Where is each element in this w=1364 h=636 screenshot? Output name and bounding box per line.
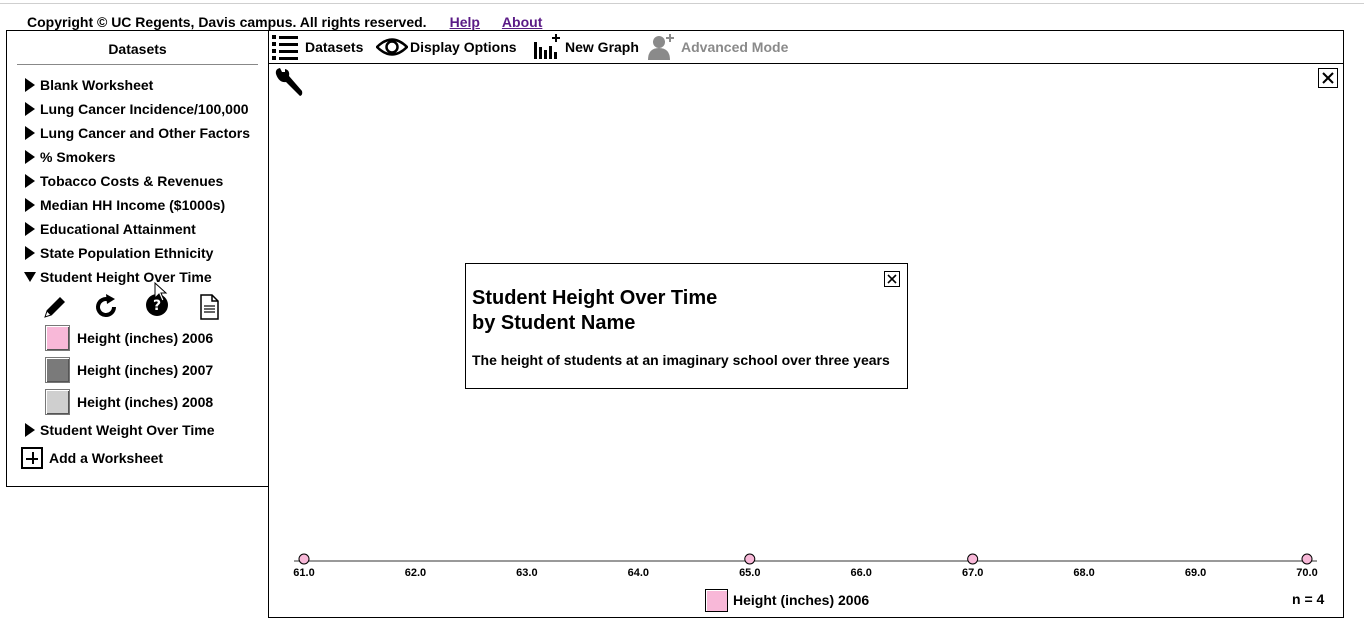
sidebar-title: Datasets xyxy=(108,41,167,57)
dataset-educational-attainment[interactable]: Educational Attainment xyxy=(23,219,196,239)
top-divider xyxy=(0,3,1364,4)
dataset-student-weight[interactable]: Student Weight Over Time xyxy=(23,420,215,440)
dataset-label: Median HH Income ($1000s) xyxy=(40,197,226,213)
dataset-student-height[interactable]: Student Height Over Time xyxy=(23,267,212,287)
dataset-smokers[interactable]: % Smokers xyxy=(23,147,115,167)
color-swatch xyxy=(45,389,70,415)
expand-triangle-icon xyxy=(23,423,40,437)
expand-triangle-icon xyxy=(23,198,40,212)
copyright-text: Copyright © UC Regents, Davis campus. Al… xyxy=(27,14,427,30)
collapse-triangle-icon xyxy=(23,270,40,284)
datasets-button-label: Datasets xyxy=(305,39,364,55)
document-icon[interactable] xyxy=(196,293,226,323)
dataset-label: % Smokers xyxy=(40,149,116,165)
attribute-label: Height (inches) 2007 xyxy=(77,362,214,378)
x-tick-label: 68.0 xyxy=(1073,567,1094,579)
graph-panel: Datasets Display Options New Graph xyxy=(268,30,1344,618)
advanced-mode-label: Advanced Mode xyxy=(681,39,789,55)
close-icon xyxy=(887,274,897,284)
dataset-lung-cancer-incidence[interactable]: Lung Cancer Incidence/100,000 xyxy=(23,99,249,119)
dataset-label: Student Weight Over Time xyxy=(40,422,215,438)
x-tick-label: 61.0 xyxy=(293,567,314,579)
x-tick-label: 63.0 xyxy=(516,567,537,579)
eye-icon xyxy=(376,38,408,56)
expand-triangle-icon xyxy=(23,246,40,260)
list-icon xyxy=(272,35,298,60)
header-bar: Copyright © UC Regents, Davis campus. Al… xyxy=(27,13,542,31)
about-link[interactable]: About xyxy=(501,14,543,30)
expand-triangle-icon xyxy=(23,150,40,164)
x-tick-label: 64.0 xyxy=(628,567,649,579)
x-tick-label: 70.0 xyxy=(1296,567,1317,579)
close-icon xyxy=(1322,72,1334,84)
user-add-icon xyxy=(648,34,674,60)
dataset-label: Student Height Over Time xyxy=(40,269,212,285)
add-worksheet-button[interactable]: Add a Worksheet xyxy=(21,447,163,469)
color-swatch xyxy=(45,325,70,351)
dataset-median-income[interactable]: Median HH Income ($1000s) xyxy=(23,195,225,215)
data-point[interactable] xyxy=(1301,553,1313,565)
popup-title: Student Height Over Time by Student Name xyxy=(472,286,717,336)
expand-triangle-icon xyxy=(23,102,40,116)
data-point[interactable] xyxy=(744,553,756,565)
attribute-height-2006[interactable]: Height (inches) 2006 xyxy=(45,325,213,351)
advanced-mode-button[interactable]: Advanced Mode xyxy=(647,33,788,61)
legend-label: Height (inches) 2006 xyxy=(733,592,870,608)
expand-triangle-icon xyxy=(23,126,40,140)
legend: Height (inches) 2006 xyxy=(705,587,869,613)
data-point[interactable] xyxy=(967,553,979,565)
attribute-label: Height (inches) 2006 xyxy=(77,330,214,346)
attribute-height-2007[interactable]: Height (inches) 2007 xyxy=(45,357,213,383)
datasets-sidebar: Datasets Blank Worksheet Lung Cancer Inc… xyxy=(6,30,269,487)
x-tick-label: 65.0 xyxy=(739,567,760,579)
popup-title-line2: by Student Name xyxy=(472,312,636,334)
help-circle-icon[interactable]: ? xyxy=(144,293,174,323)
display-options-button[interactable]: Display Options xyxy=(376,33,517,61)
dataset-blank-worksheet[interactable]: Blank Worksheet xyxy=(23,75,153,95)
dataset-label: Tobacco Costs & Revenues xyxy=(40,173,224,189)
help-link[interactable]: Help xyxy=(449,14,480,30)
dataset-label: State Population Ethnicity xyxy=(40,245,214,261)
dataset-population-ethnicity[interactable]: State Population Ethnicity xyxy=(23,243,213,263)
toolbar: Datasets Display Options New Graph xyxy=(269,31,1343,64)
popup-title-line1: Student Height Over Time xyxy=(472,287,718,309)
legend-swatch xyxy=(705,588,728,612)
x-tick-label: 67.0 xyxy=(962,567,983,579)
color-swatch xyxy=(45,357,70,383)
new-graph-button[interactable]: New Graph xyxy=(533,33,639,61)
add-worksheet-label: Add a Worksheet xyxy=(49,450,164,466)
dataset-label: Lung Cancer Incidence/100,000 xyxy=(40,101,249,117)
attribute-label: Height (inches) 2008 xyxy=(77,394,214,410)
dot-plot: 61.0 62.0 63.0 64.0 65.0 66.0 67.0 68.0 69.0 70.0 xyxy=(293,553,1318,579)
attribute-height-2008[interactable]: Height (inches) 2008 xyxy=(45,389,213,415)
expand-triangle-icon xyxy=(23,78,40,92)
dataset-info-popup: Student Height Over Time by Student Name… xyxy=(465,263,908,389)
wrench-icon[interactable] xyxy=(273,67,305,99)
popup-description: The height of students at an imaginary s… xyxy=(472,352,890,368)
refresh-icon[interactable] xyxy=(92,293,122,323)
x-tick-label: 69.0 xyxy=(1185,567,1206,579)
expand-triangle-icon xyxy=(23,174,40,188)
expand-triangle-icon xyxy=(23,222,40,236)
x-tick-label: 62.0 xyxy=(405,567,426,579)
close-graph-button[interactable] xyxy=(1318,68,1338,88)
data-point[interactable] xyxy=(298,553,310,565)
dataset-tools: ? xyxy=(41,293,221,323)
new-graph-label: New Graph xyxy=(565,39,639,55)
plus-box-icon xyxy=(21,447,43,469)
dataset-label: Educational Attainment xyxy=(40,221,196,237)
dataset-label: Blank Worksheet xyxy=(40,77,154,93)
x-tick-label: 66.0 xyxy=(851,567,872,579)
dataset-tobacco-costs[interactable]: Tobacco Costs & Revenues xyxy=(23,171,223,191)
dataset-label: Lung Cancer and Other Factors xyxy=(40,125,251,141)
close-popup-button[interactable] xyxy=(884,271,900,287)
sample-count: n = 4 xyxy=(1292,591,1325,607)
svg-text:?: ? xyxy=(153,298,161,314)
datasets-button[interactable]: Datasets xyxy=(271,33,363,61)
sidebar-divider xyxy=(17,64,258,65)
dataset-lung-cancer-other-factors[interactable]: Lung Cancer and Other Factors xyxy=(23,123,250,143)
pencil-icon[interactable] xyxy=(41,293,71,323)
display-options-label: Display Options xyxy=(410,39,517,55)
bar-chart-add-icon xyxy=(534,34,560,59)
